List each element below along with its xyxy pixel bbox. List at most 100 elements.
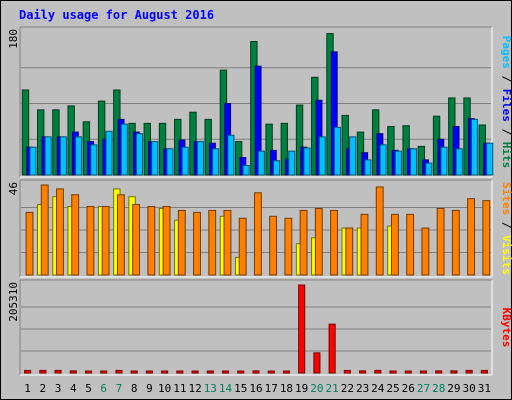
y-max-label: 205310 [7, 282, 20, 322]
bar-pages-day-3 [59, 136, 67, 176]
bar-sites-day-28 [436, 207, 445, 276]
x-tick-label: 4 [70, 382, 77, 395]
bar-kbytes-day-26 [404, 370, 412, 374]
bar-pages-day-12 [196, 141, 204, 176]
x-tick-label: 28 [432, 382, 445, 395]
x-tick-label: 13 [204, 382, 217, 395]
bar-hits-day-1 [21, 89, 30, 176]
bar-sites-day-26 [406, 213, 415, 276]
bar-sites-day-2 [40, 184, 49, 276]
panel-legend: KBytes [500, 308, 512, 348]
x-tick-label: 5 [85, 382, 92, 395]
bar-kbytes-day-18 [282, 370, 290, 374]
bar-pages-day-9 [151, 141, 159, 176]
legend-entry: / [500, 215, 512, 235]
bar-kbytes-day-14 [222, 370, 230, 374]
bar-kbytes-day-17 [267, 370, 275, 374]
bar-sites-day-17 [269, 215, 278, 276]
legend-entry: Files [500, 89, 512, 122]
legend-entry: Hits [500, 142, 512, 169]
bar-sites-day-5 [86, 206, 95, 276]
x-tick-label: 17 [265, 382, 278, 395]
series-sites [25, 184, 491, 276]
bar-pages-day-22 [349, 136, 357, 176]
bar-sites-day-10 [162, 206, 171, 276]
bar-kbytes-day-7 [115, 369, 123, 374]
bar-kbytes-day-1 [24, 369, 32, 374]
x-tick-label: 3 [55, 382, 62, 395]
series-visits [37, 188, 395, 276]
panel-legend: Pages / Files / Hits [500, 36, 512, 169]
y-max-label: 46 [7, 182, 20, 195]
bar-pages-day-24 [379, 144, 387, 176]
x-tick-label: 6 [100, 382, 107, 395]
x-tick-label: 14 [219, 382, 233, 395]
x-tick-label: 9 [146, 382, 153, 395]
legend-entry: / [500, 69, 512, 89]
bar-sites-day-14 [223, 209, 232, 276]
bar-kbytes-day-4 [69, 370, 77, 374]
bar-kbytes-day-2 [39, 369, 47, 374]
bar-pages-day-7 [120, 123, 128, 176]
bar-sites-day-15 [238, 217, 247, 276]
panel-background [20, 280, 492, 375]
bar-pages-day-5 [90, 144, 98, 176]
bar-kbytes-day-22 [343, 369, 351, 374]
bar-pages-day-18 [288, 150, 296, 176]
x-tick-label: 19 [295, 382, 308, 395]
panel-legend: Sites / Visits [500, 182, 512, 275]
series-pages [29, 118, 494, 176]
x-tick-label: 16 [249, 382, 262, 395]
bar-kbytes-day-12 [191, 370, 199, 374]
bar-kbytes-day-9 [145, 370, 153, 374]
legend-entry: Sites [500, 182, 512, 215]
series-kbytes [24, 284, 488, 374]
chart-title: Daily usage for August 2016 [19, 8, 214, 22]
x-tick-label: 23 [356, 382, 369, 395]
bar-pages-day-21 [333, 126, 342, 176]
bar-sites-day-7 [116, 194, 125, 276]
bar-pages-day-8 [135, 133, 144, 176]
bar-sites-day-31 [482, 200, 491, 276]
bar-kbytes-day-23 [359, 370, 367, 374]
bar-pages-day-28 [440, 146, 448, 176]
x-tick-label: 24 [371, 382, 385, 395]
bar-sites-day-1 [25, 211, 34, 276]
x-tick-label: 7 [116, 382, 123, 395]
bar-pages-day-20 [318, 136, 326, 176]
bar-pages-day-14 [227, 134, 235, 176]
bar-pages-day-30 [470, 118, 479, 176]
bar-pages-day-23 [364, 159, 372, 176]
y-max-label: 180 [7, 29, 20, 49]
panel-visits-sites: 46 Sites / Visits [7, 179, 512, 278]
bar-kbytes-day-30 [465, 369, 473, 374]
bar-pages-day-19 [303, 147, 311, 176]
bar-kbytes-day-3 [54, 369, 62, 374]
bar-pages-day-29 [455, 148, 463, 176]
bar-sites-day-6 [101, 206, 110, 276]
bar-pages-day-26 [410, 148, 418, 176]
bar-hits-day-17 [265, 123, 273, 176]
bar-kbytes-day-20 [313, 352, 321, 374]
bar-pages-day-31 [486, 142, 494, 176]
bar-pages-day-17 [273, 160, 281, 176]
x-tick-label: 29 [447, 382, 460, 395]
bar-kbytes-day-31 [480, 369, 488, 374]
bar-pages-day-6 [105, 130, 113, 176]
bar-pages-day-2 [44, 136, 52, 176]
bar-sites-day-20 [314, 207, 323, 276]
x-tick-label: 10 [158, 382, 171, 395]
x-tick-label: 30 [463, 382, 476, 395]
x-tick-label: 11 [173, 382, 186, 395]
bar-kbytes-day-8 [130, 370, 138, 374]
bar-sites-day-3 [56, 188, 64, 276]
x-tick-label: 20 [310, 382, 323, 395]
panel-hits-files-pages: 180 Pages / Files / Hits [7, 26, 512, 178]
bar-sites-day-25 [391, 213, 399, 276]
bar-kbytes-day-29 [450, 370, 458, 374]
bar-kbytes-day-25 [389, 370, 397, 374]
x-tick-label: 8 [131, 382, 138, 395]
bar-sites-day-4 [71, 194, 80, 276]
bar-pages-day-4 [75, 136, 83, 176]
